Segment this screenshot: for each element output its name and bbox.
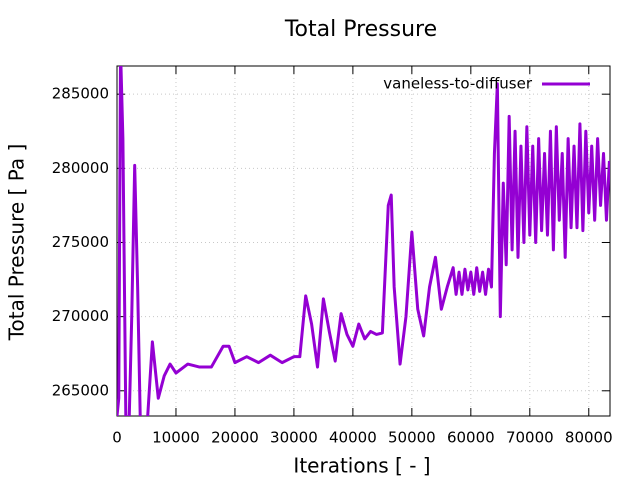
x-tick-label: 60000 <box>447 429 495 447</box>
y-tick-label: 265000 <box>52 381 109 399</box>
plot-frame <box>116 65 611 417</box>
x-tick-label: 70000 <box>506 429 554 447</box>
x-tick-label: 20000 <box>211 429 259 447</box>
y-axis-label: Total Pressure [ Pa ] <box>5 144 29 342</box>
x-tick-label: 80000 <box>565 429 613 447</box>
x-tick-label: 50000 <box>388 429 436 447</box>
chart-title: Total Pressure <box>284 17 437 42</box>
x-tick-label: 0 <box>112 429 122 447</box>
y-tick-label: 285000 <box>52 85 109 103</box>
x-tick-label: 10000 <box>152 429 200 447</box>
data-line <box>117 66 610 416</box>
legend-label: vaneless-to-diffuser <box>383 75 533 93</box>
x-tick-label: 40000 <box>329 429 377 447</box>
x-tick-label: 30000 <box>270 429 318 447</box>
x-axis-label: Iterations [ - ] <box>293 454 430 478</box>
y-tick-label: 275000 <box>52 233 109 251</box>
y-tick-label: 280000 <box>52 159 109 177</box>
y-tick-label: 270000 <box>52 307 109 325</box>
